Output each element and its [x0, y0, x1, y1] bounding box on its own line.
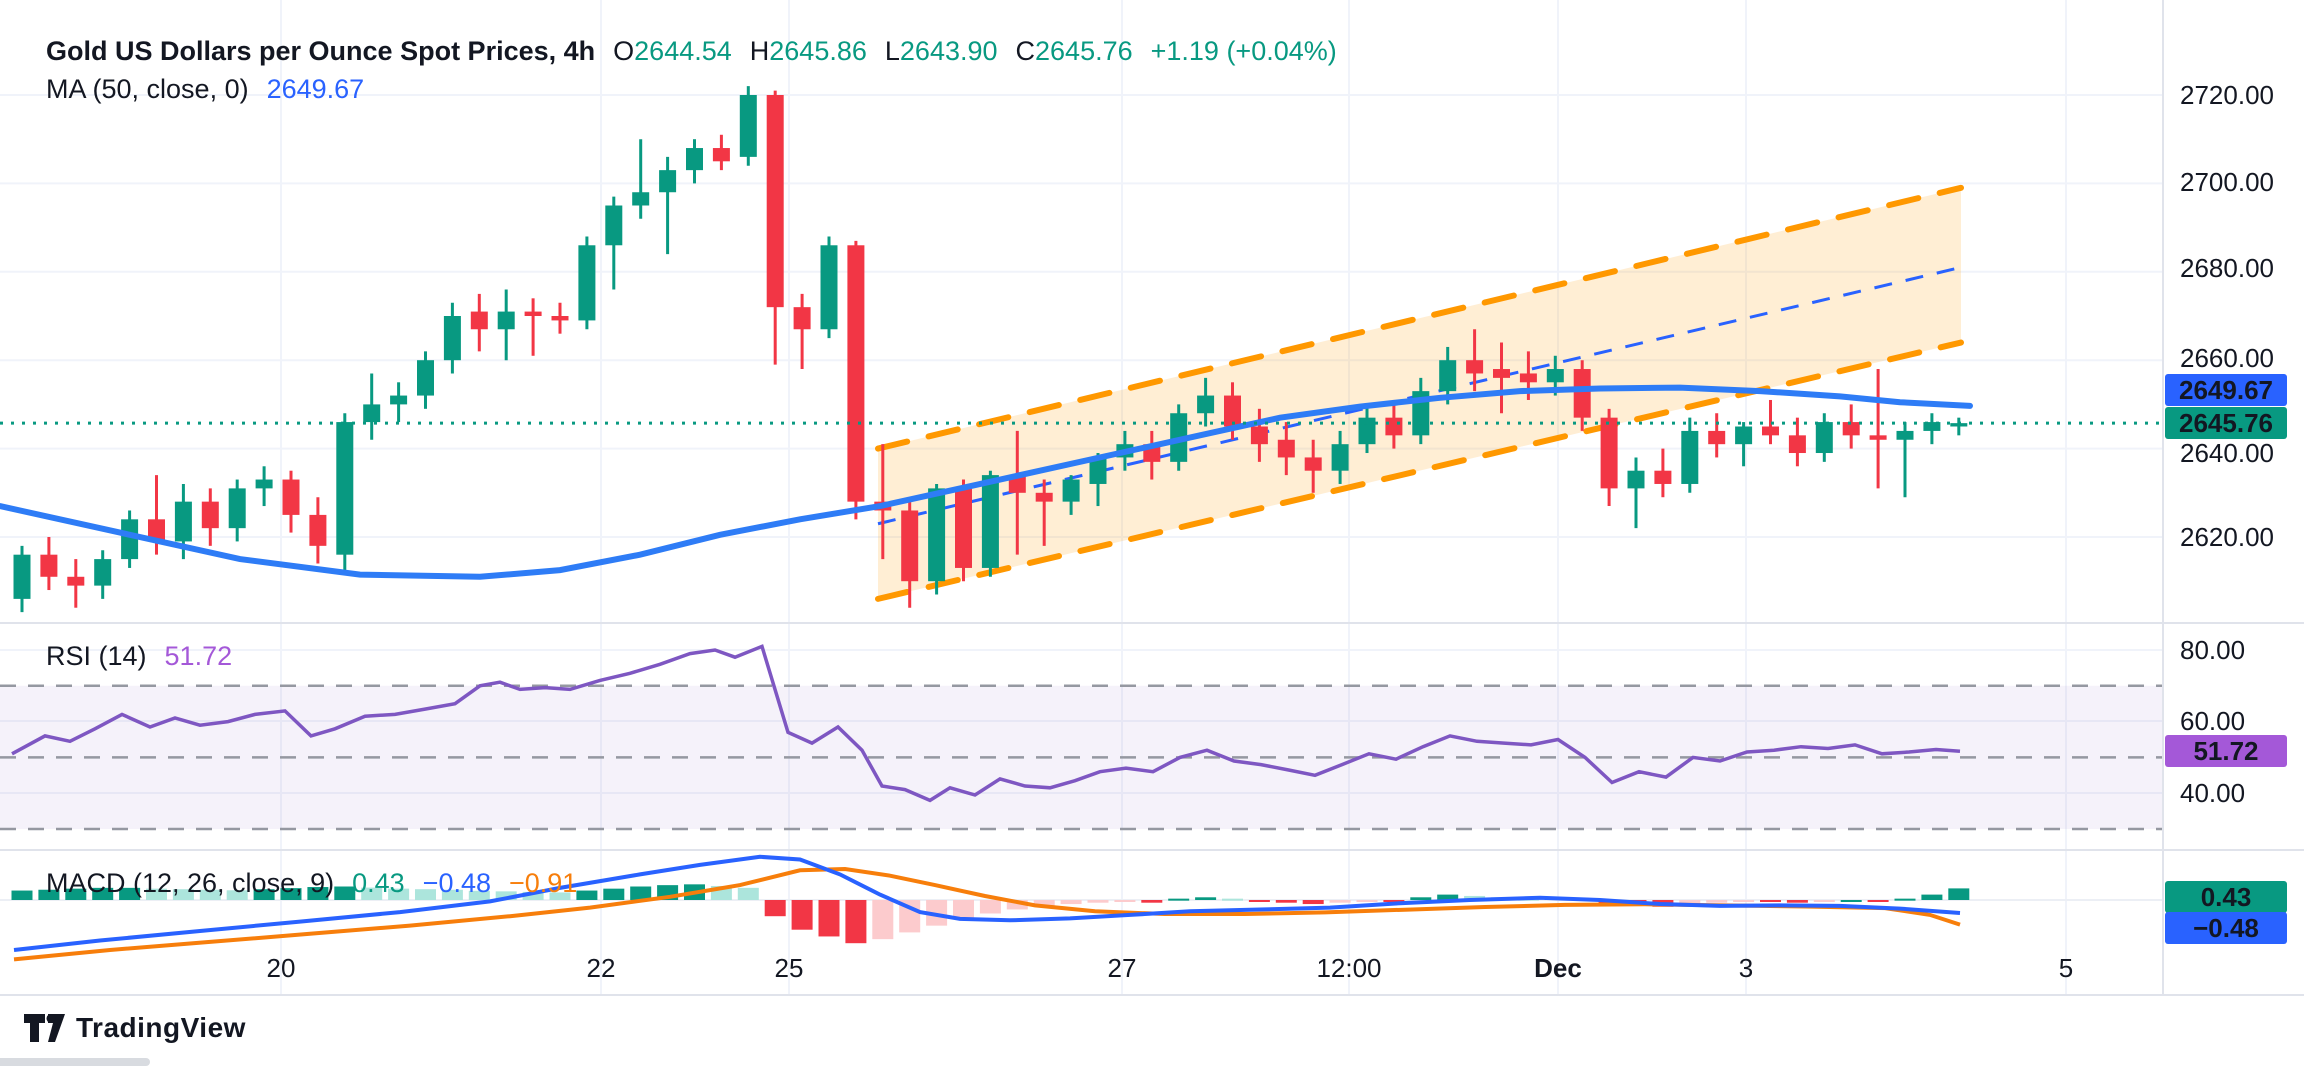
rsi-legend[interactable]: RSI (14) 51.72 [46, 641, 232, 672]
tradingview-logo-icon [24, 1014, 65, 1042]
ohlc-high: H2645.86 [749, 36, 867, 66]
macd-pane [11, 854, 1970, 962]
macd-legend[interactable]: MACD (12, 26, close, 9) 0.43 −0.48 −0.91 [46, 868, 577, 899]
svg-text:2620.00: 2620.00 [2180, 522, 2274, 552]
svg-text:60.00: 60.00 [2180, 706, 2245, 736]
svg-text:20: 20 [267, 953, 296, 983]
rsi-band [0, 684, 2163, 831]
ma50-line [0, 384, 1973, 580]
rsi-value-badge: 51.72 [2165, 735, 2287, 767]
svg-text:−0.48: −0.48 [2193, 913, 2259, 943]
svg-text:0.43: 0.43 [2201, 882, 2252, 912]
last-price-badge: 2645.76 [2165, 407, 2287, 439]
time-axis[interactable]: 20 22 25 27 12:00 Dec 3 5 [267, 953, 2074, 983]
svg-text:2700.00: 2700.00 [2180, 167, 2274, 197]
svg-text:51.72: 51.72 [2193, 736, 2258, 766]
svg-text:22: 22 [587, 953, 616, 983]
svg-text:2649.67: 2649.67 [2179, 375, 2273, 405]
rsi-value: 51.72 [164, 641, 233, 671]
macd-line-badge: −0.48 [2165, 912, 2287, 944]
svg-text:2680.00: 2680.00 [2180, 253, 2274, 283]
symbol-title: Gold US Dollars per Ounce Spot Prices, 4… [46, 36, 596, 66]
rsi-line [11, 644, 1961, 803]
macd-hist-value: 0.43 [352, 868, 405, 898]
ma-value-badge: 2649.67 [2165, 374, 2287, 406]
ma-label: MA (50, close, 0) [46, 74, 249, 104]
scrollbar-fragment [0, 1058, 150, 1066]
price-change: +1.19 (+0.04%) [1150, 36, 1337, 66]
macd-line-value: −0.48 [422, 868, 491, 898]
svg-text:3: 3 [1739, 953, 1753, 983]
svg-text:80.00: 80.00 [2180, 635, 2245, 665]
ma-legend[interactable]: MA (50, close, 0) 2649.67 [46, 74, 364, 105]
svg-text:2645.76: 2645.76 [2179, 408, 2273, 438]
ohlc-low: L2643.90 [884, 36, 998, 66]
svg-text:12:00: 12:00 [1316, 953, 1381, 983]
tradingview-wordmark: TradingView [76, 1012, 246, 1043]
svg-text:2660.00: 2660.00 [2180, 343, 2274, 373]
svg-text:Dec: Dec [1534, 953, 1582, 983]
svg-text:5: 5 [2059, 953, 2073, 983]
symbol-legend[interactable]: Gold US Dollars per Ounce Spot Prices, 4… [46, 36, 1337, 67]
macd-signal-value: −0.91 [509, 868, 578, 898]
ohlc-open: O2644.54 [613, 36, 732, 66]
pane-separators [0, 0, 2304, 996]
svg-text:40.00: 40.00 [2180, 778, 2245, 808]
tradingview-attribution[interactable]: TradingView [24, 1008, 246, 1048]
svg-text:25: 25 [775, 953, 804, 983]
svg-text:2720.00: 2720.00 [2180, 80, 2274, 110]
price-axis[interactable]: 2720.00 2700.00 2680.00 2660.00 2640.00 2620.… [2180, 80, 2274, 808]
svg-text:27: 27 [1108, 953, 1137, 983]
rsi-label: RSI (14) [46, 641, 147, 671]
ma-value: 2649.67 [266, 74, 365, 104]
macd-hist-badge: 0.43 [2165, 881, 2287, 913]
svg-text:2640.00: 2640.00 [2180, 438, 2274, 468]
ohlc-close: C2645.76 [1015, 36, 1133, 66]
macd-label: MACD (12, 26, close, 9) [46, 868, 335, 898]
